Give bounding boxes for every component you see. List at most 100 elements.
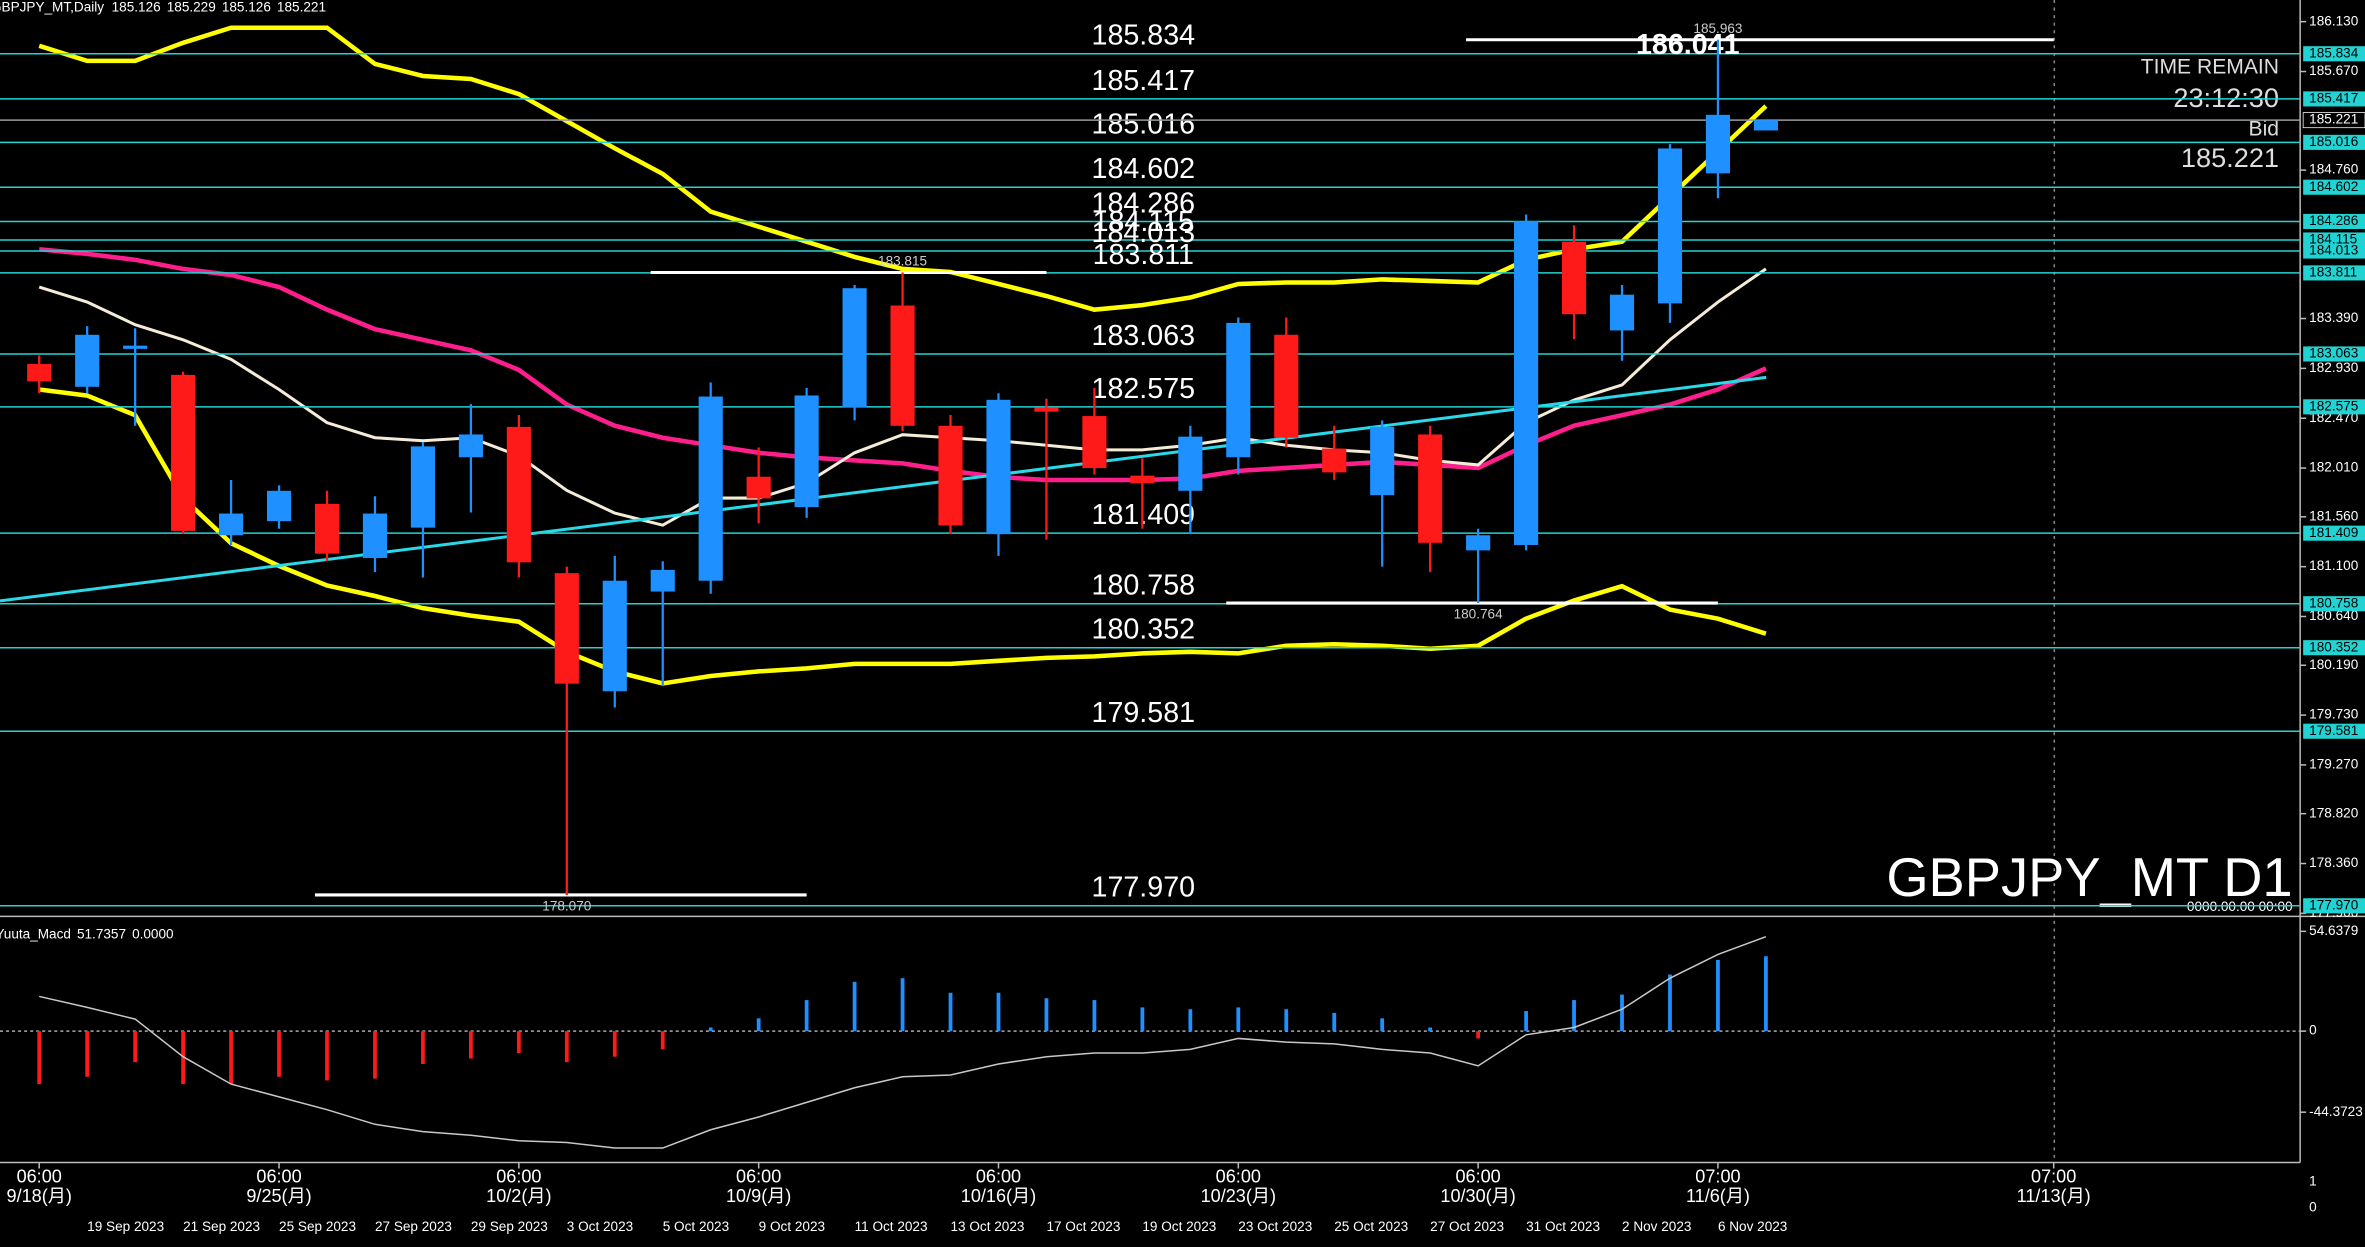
level-label: 179.581 bbox=[1092, 697, 1196, 729]
level-tag-label: 177.970 bbox=[2309, 897, 2359, 912]
macd-readout: 0.0000 bbox=[132, 926, 174, 941]
y-tick-label: 182.010 bbox=[2309, 460, 2359, 475]
level-label: 180.352 bbox=[1092, 614, 1196, 646]
chart-header: GBPJPY_MT,Daily 185.126 185.229 185.126 185.… bbox=[0, 0, 326, 14]
level-label: 185.417 bbox=[1092, 65, 1196, 97]
candle-body bbox=[1274, 334, 1299, 438]
macd-tick-label: 54.6379 bbox=[2309, 923, 2358, 938]
time-label: 06:00 bbox=[1216, 1166, 1261, 1186]
y-tick-label: 179.270 bbox=[2309, 757, 2359, 772]
date-label: 10/30(月) bbox=[1440, 1186, 1515, 1206]
candle-body bbox=[1609, 294, 1635, 331]
header-high: 185.229 bbox=[167, 0, 216, 14]
swing-label: 178.070 bbox=[542, 899, 592, 914]
macd-header: Yuuta_Macd 51.7357 0.0000 bbox=[0, 926, 174, 941]
date-label: 11/6(月) bbox=[1686, 1186, 1750, 1206]
time-label: 06:00 bbox=[976, 1166, 1021, 1186]
candle-body bbox=[362, 513, 388, 558]
x-date-label: 11 Oct 2023 bbox=[855, 1219, 928, 1234]
bid-value: 185.221 bbox=[2181, 142, 2279, 173]
y-tick-label: 184.760 bbox=[2309, 162, 2359, 177]
candle-body bbox=[746, 476, 771, 499]
y-tick-label: 178.820 bbox=[2309, 805, 2359, 820]
level-tag-label: 185.016 bbox=[2309, 134, 2358, 149]
x-date-label: 25 Oct 2023 bbox=[1334, 1219, 1408, 1234]
candle-body bbox=[1178, 436, 1203, 491]
candle-body bbox=[506, 426, 531, 563]
symbol-watermark: GBPJPY_MT D1 bbox=[1886, 847, 2292, 908]
y-tick-label: 182.930 bbox=[2309, 360, 2359, 375]
bid-tag-label: 185.221 bbox=[2309, 112, 2358, 127]
date-label: 10/9(月) bbox=[726, 1186, 791, 1206]
level-tag-label: 180.758 bbox=[2309, 595, 2358, 610]
time-label: 06:00 bbox=[496, 1166, 541, 1186]
x-date-label: 3 Oct 2023 bbox=[567, 1219, 633, 1234]
time-label: 07:00 bbox=[2031, 1166, 2076, 1186]
y-tick-label: 180.190 bbox=[2309, 657, 2359, 672]
candle-body bbox=[842, 288, 867, 408]
header-low: 185.126 bbox=[222, 0, 271, 14]
macd-title: Yuuta_Macd bbox=[0, 926, 71, 941]
candle-body bbox=[219, 513, 244, 536]
candle-body bbox=[75, 334, 100, 387]
bid-tag bbox=[2302, 112, 2365, 129]
level-tag bbox=[2303, 46, 2365, 62]
candle-body bbox=[1657, 148, 1683, 304]
date-label: 9/25(月) bbox=[246, 1186, 311, 1206]
candle-body bbox=[1130, 475, 1155, 484]
level-tag bbox=[2303, 525, 2365, 541]
x-date-label: 21 Sep 2023 bbox=[183, 1219, 260, 1234]
candle-body bbox=[986, 399, 1011, 535]
level-tag-label: 184.286 bbox=[2309, 213, 2358, 228]
x-date-label: 5 Oct 2023 bbox=[663, 1219, 729, 1234]
x-date-label: 23 Oct 2023 bbox=[1238, 1219, 1312, 1234]
bid-label: Bid bbox=[2249, 117, 2280, 140]
pane-tick-label: 1 bbox=[2309, 1174, 2317, 1189]
projection-label: 186.041 bbox=[1636, 29, 1740, 61]
macd-tick-label: 0 bbox=[2309, 1023, 2317, 1038]
level-label: 180.758 bbox=[1092, 570, 1196, 602]
time-remain: 23:12:30 bbox=[2173, 82, 2279, 113]
candle-body bbox=[554, 573, 579, 684]
x-date-label: 17 Oct 2023 bbox=[1046, 1219, 1120, 1234]
level-tag-label: 185.834 bbox=[2309, 45, 2359, 60]
x-date-label: 25 Sep 2023 bbox=[279, 1219, 356, 1234]
x-date-label: 19 Oct 2023 bbox=[1142, 1219, 1216, 1234]
date-label: 9/18(月) bbox=[7, 1186, 72, 1206]
x-date-label: 9 Oct 2023 bbox=[759, 1219, 825, 1234]
x-date-label: 31 Oct 2023 bbox=[1526, 1219, 1600, 1234]
candle-body bbox=[1514, 221, 1539, 545]
candle-body bbox=[458, 434, 483, 458]
level-tag-label: 183.811 bbox=[2309, 265, 2357, 280]
x-date-label: 29 Sep 2023 bbox=[471, 1219, 548, 1234]
candle-body bbox=[1082, 416, 1107, 469]
x-date-label: 19 Sep 2023 bbox=[87, 1219, 164, 1234]
candle-body bbox=[27, 364, 52, 382]
swing-label: 185.963 bbox=[1693, 21, 1742, 36]
candle-body bbox=[1370, 426, 1395, 496]
y-tick-label: 185.670 bbox=[2309, 63, 2359, 78]
candle-body bbox=[602, 580, 627, 692]
trend-line bbox=[0, 375, 1767, 603]
candle-body bbox=[410, 446, 435, 528]
header-close: 185.221 bbox=[277, 0, 326, 14]
level-tag bbox=[2303, 265, 2365, 281]
y-tick-label: 181.100 bbox=[2309, 558, 2359, 573]
level-tag-label: 184.602 bbox=[2309, 179, 2358, 194]
y-tick-label: 179.730 bbox=[2309, 707, 2359, 722]
candle-body bbox=[1753, 120, 1778, 131]
level-label: 185.016 bbox=[1092, 108, 1196, 140]
level-label: 182.575 bbox=[1092, 373, 1196, 405]
level-tag bbox=[2303, 596, 2365, 612]
indicator-line bbox=[38, 25, 1768, 312]
date-label: 10/23(月) bbox=[1201, 1186, 1276, 1206]
header-open: 185.126 bbox=[112, 0, 161, 14]
level-tag-label: 183.063 bbox=[2309, 346, 2358, 361]
x-date-label: 6 Nov 2023 bbox=[1718, 1219, 1787, 1234]
level-tag bbox=[2303, 243, 2365, 259]
level-tag bbox=[2303, 134, 2365, 150]
indicator-line bbox=[38, 387, 1767, 686]
level-tag bbox=[2303, 723, 2365, 739]
